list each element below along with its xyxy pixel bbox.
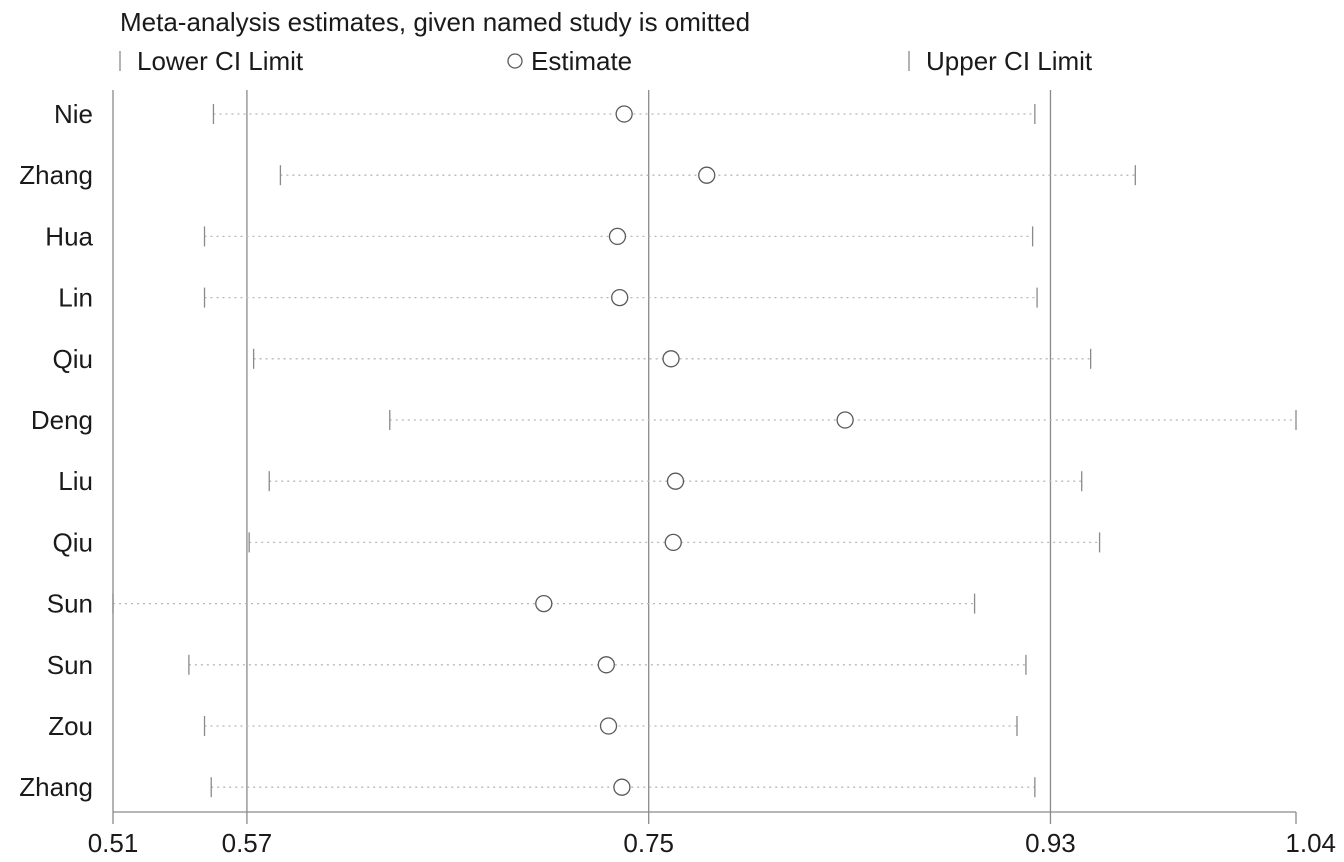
- study-label: Sun: [47, 650, 93, 680]
- estimate-marker: [535, 594, 553, 613]
- x-tick-label: 0.51: [88, 828, 139, 857]
- study-rows: Nie Zhang Hua Lin Qiu Deng Liu Qiu Sun Sun Zou Zhan…: [19, 99, 1297, 802]
- study-label: Lin: [58, 283, 93, 313]
- x-tick-label: 1.04: [1285, 828, 1336, 857]
- legend-label: Estimate: [531, 46, 632, 76]
- study-label: Liu: [58, 466, 93, 496]
- legend: Lower CI Limit Estimate Upper CI Limit: [119, 46, 1093, 76]
- study-row: Hua: [45, 221, 1034, 251]
- estimate-marker: [664, 533, 682, 552]
- reference-lines: [112, 90, 1052, 812]
- study-row: Sun: [47, 589, 976, 619]
- x-tick-label: 0.93: [1025, 828, 1076, 857]
- legend-estimate-marker: [507, 53, 523, 69]
- estimate-marker: [662, 350, 680, 368]
- study-row: Zhang: [19, 772, 1036, 802]
- study-label: Qiu: [53, 527, 93, 557]
- study-row: Liu: [58, 466, 1083, 496]
- study-label: Zhang: [19, 772, 93, 802]
- estimate-marker: [611, 288, 629, 307]
- x-tick-label: 0.75: [623, 828, 674, 857]
- study-label: Nie: [54, 99, 93, 129]
- study-row: Zou: [48, 711, 1018, 741]
- estimate-marker: [666, 472, 685, 490]
- study-label: Sun: [47, 589, 93, 619]
- study-row: Zhang: [19, 160, 1136, 190]
- x-tick-label: 0.57: [222, 828, 273, 857]
- study-row: Lin: [58, 283, 1038, 313]
- study-label: Qiu: [53, 344, 93, 374]
- estimate-marker: [613, 778, 631, 796]
- study-label: Deng: [31, 405, 93, 435]
- chart-title: Meta-analysis estimates, given named stu…: [120, 7, 750, 37]
- study-row: Sun: [47, 650, 1027, 680]
- study-row: Nie: [54, 99, 1036, 129]
- study-row: Qiu: [53, 344, 1092, 374]
- estimate-marker: [599, 717, 618, 735]
- legend-label: Upper CI Limit: [926, 46, 1093, 76]
- study-label: Zhang: [19, 160, 93, 190]
- x-axis: 0.51 0.57 0.75 0.93 1.04: [88, 811, 1336, 858]
- study-row: Qiu: [53, 527, 1101, 557]
- legend-label: Lower CI Limit: [137, 46, 304, 76]
- study-label: Hua: [45, 221, 93, 251]
- estimate-marker: [608, 227, 627, 246]
- estimate-marker: [615, 105, 633, 123]
- estimate-marker: [836, 411, 854, 429]
- estimate-marker: [597, 656, 615, 674]
- estimate-marker: [698, 166, 716, 184]
- study-label: Zou: [48, 711, 93, 741]
- study-row: Deng: [31, 405, 1297, 435]
